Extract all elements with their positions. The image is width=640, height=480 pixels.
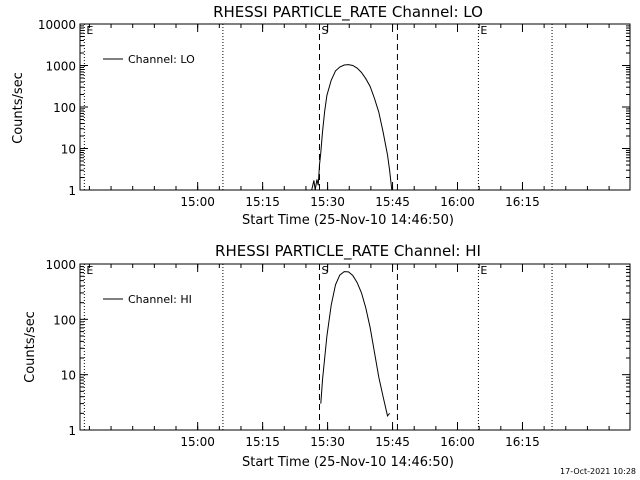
panel-hi-y-axis-label: Counts/sec bbox=[23, 311, 38, 383]
panel-hi-x-tick-label: 15:15 bbox=[245, 435, 280, 449]
panel-hi-legend-label: Channel: HI bbox=[128, 293, 192, 306]
panel-hi-y-ticks: 1 10 100 1000 bbox=[45, 258, 630, 438]
panel-lo-legend-label: Channel: LO bbox=[128, 53, 195, 66]
panel-lo-x-tick-label: 15:30 bbox=[310, 195, 345, 209]
panel-lo-y-tick-label: 100 bbox=[53, 101, 76, 115]
panel-hi-marker-label: E bbox=[86, 264, 93, 277]
panel-lo-marker-label: E bbox=[480, 24, 487, 37]
panel-hi-title: RHESSI PARTICLE_RATE Channel: HI bbox=[215, 242, 481, 261]
panel-hi-y-tick-label: 1 bbox=[68, 424, 76, 438]
panel-hi-x-tick-label: 15:45 bbox=[375, 435, 410, 449]
panel-hi-x-tick-label: 16:00 bbox=[440, 435, 475, 449]
panel-hi-x-tick-label: 15:30 bbox=[310, 435, 345, 449]
panel-hi-series-line bbox=[320, 271, 390, 418]
panel-hi-plot-frame bbox=[79, 263, 631, 431]
panel-hi-x-tick-label: 16:15 bbox=[505, 435, 540, 449]
panel-hi-y-tick-label: 100 bbox=[53, 313, 76, 327]
panel-lo-y-tick-label: 1000 bbox=[45, 60, 76, 74]
panel-lo-x-tick-label: 15:45 bbox=[375, 195, 410, 209]
panel-lo: RHESSI PARTICLE_RATE Channel: LO 15:00 15… bbox=[11, 3, 631, 228]
panel-lo-y-axis-label: Counts/sec bbox=[11, 72, 26, 144]
panel-hi: RHESSI PARTICLE_RATE Channel: HI 15:00 15… bbox=[23, 242, 631, 470]
panel-hi-x-axis-label: Start Time (25-Nov-10 14:46:50) bbox=[242, 455, 454, 470]
panel-hi-marker-label: S bbox=[321, 264, 328, 277]
footer-timestamp: 17-Oct-2021 10:28 bbox=[560, 467, 636, 476]
panel-hi-x-tick-label: 15:00 bbox=[180, 435, 215, 449]
panel-lo-x-axis-label: Start Time (25-Nov-10 14:46:50) bbox=[242, 213, 454, 228]
panel-lo-x-ticks: 15:00 15:15 15:30 15:45 16:00 16:15 bbox=[88, 24, 610, 209]
panel-hi-y-tick-label: 10 bbox=[61, 369, 76, 383]
panel-lo-marker-label: S bbox=[321, 24, 328, 37]
panel-lo-title: RHESSI PARTICLE_RATE Channel: LO bbox=[213, 3, 483, 22]
panel-lo-y-ticks: 1 10 100 1000 10000 bbox=[38, 18, 630, 198]
panel-lo-x-tick-label: 16:00 bbox=[440, 195, 475, 209]
panel-lo-series-line bbox=[311, 64, 393, 191]
panel-lo-series bbox=[311, 64, 393, 191]
panel-hi-marker-label: E bbox=[480, 264, 487, 277]
panel-hi-x-ticks: 15:00 15:15 15:30 15:45 16:00 16:15 bbox=[88, 264, 610, 449]
panel-lo-marker-label: E bbox=[86, 24, 93, 37]
panel-lo-x-tick-label: 16:15 bbox=[505, 195, 540, 209]
panel-hi-y-tick-label: 1000 bbox=[45, 258, 76, 272]
panel-lo-y-tick-label: 10 bbox=[61, 143, 76, 157]
panel-lo-x-tick-label: 15:15 bbox=[245, 195, 280, 209]
panel-lo-x-tick-label: 15:00 bbox=[180, 195, 215, 209]
panel-hi-series bbox=[320, 271, 390, 418]
panel-lo-y-tick-label: 1 bbox=[68, 184, 76, 198]
panel-lo-y-tick-label: 10000 bbox=[38, 18, 76, 32]
